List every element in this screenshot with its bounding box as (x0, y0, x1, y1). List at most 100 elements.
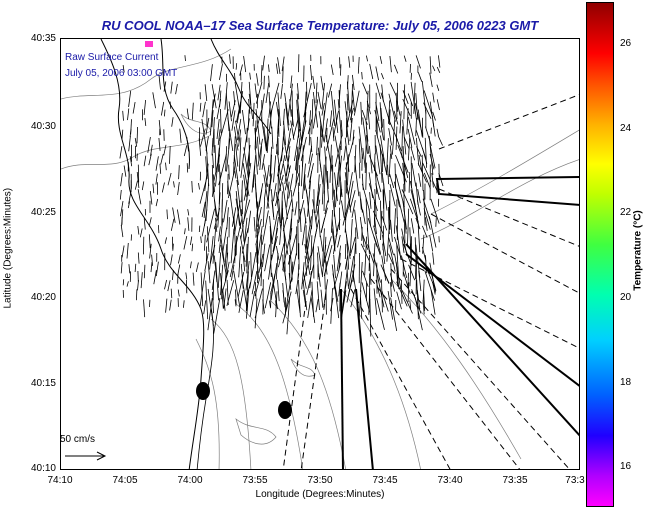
current-vector (387, 164, 389, 185)
current-vector (315, 191, 319, 213)
current-vector (323, 118, 328, 143)
current-vector (362, 117, 368, 154)
current-vector (349, 218, 353, 253)
current-vector (213, 297, 221, 334)
station-marker (278, 401, 292, 419)
current-vector (408, 172, 411, 193)
current-vector (301, 262, 305, 290)
current-vector (307, 153, 313, 178)
current-vector (407, 272, 409, 288)
current-vector (284, 155, 290, 185)
current-vector (141, 181, 145, 191)
current-vector (333, 99, 339, 133)
current-vector (272, 228, 279, 252)
current-vector (375, 101, 380, 121)
current-vector (432, 65, 436, 72)
current-vector (308, 171, 312, 189)
current-vector (386, 225, 390, 262)
current-vector (368, 155, 378, 177)
current-vector (239, 137, 242, 172)
current-vector (323, 156, 327, 194)
scale-label: 50 cm/s (60, 434, 96, 445)
current-vector (238, 246, 242, 278)
current-vector (338, 282, 341, 297)
current-vector (311, 225, 318, 257)
current-vector (373, 243, 376, 277)
current-vector (288, 273, 292, 290)
current-vector (429, 72, 433, 87)
current-vector (369, 263, 372, 285)
current-vector (418, 270, 422, 292)
current-vector (353, 90, 360, 116)
current-vector (170, 218, 175, 231)
current-vector (375, 66, 379, 81)
current-vector (206, 226, 210, 253)
current-vector (365, 162, 367, 190)
current-vector (336, 245, 341, 272)
overlay-label-current: Raw Surface Current (65, 52, 159, 63)
current-vector (260, 262, 263, 287)
current-vector (394, 236, 402, 259)
current-vector (296, 93, 301, 131)
current-vector (344, 228, 351, 260)
current-vector (283, 120, 286, 146)
current-vector (215, 147, 220, 187)
current-vector (254, 298, 258, 329)
current-vector (333, 282, 340, 319)
current-vector (425, 255, 427, 274)
current-vector (305, 225, 312, 259)
current-vector (362, 270, 369, 287)
current-vector (204, 163, 209, 192)
current-vector (250, 252, 252, 278)
current-vector (368, 208, 371, 226)
current-vector (237, 271, 245, 298)
current-vector (331, 219, 336, 249)
current-vector (173, 181, 175, 188)
current-vector (216, 99, 222, 120)
current-vector (170, 254, 173, 266)
current-vector (423, 172, 431, 189)
current-vector (416, 289, 421, 310)
current-vector (258, 189, 263, 208)
current-vector (256, 234, 259, 264)
current-vector (266, 118, 269, 151)
current-vector (236, 179, 242, 217)
current-vector (186, 136, 189, 152)
current-vector (261, 154, 265, 170)
current-vector (230, 228, 235, 264)
current-vector (333, 254, 336, 279)
current-vector (205, 117, 210, 135)
current-vector (294, 129, 300, 161)
current-vector (268, 183, 270, 202)
colorbar-tick-label: 24 (620, 123, 632, 134)
current-vector (210, 64, 213, 82)
current-vector (330, 91, 336, 126)
current-vector (310, 64, 313, 81)
current-vector (282, 291, 292, 324)
current-vector (200, 236, 202, 243)
current-vector (358, 290, 362, 318)
current-vector (228, 101, 232, 122)
current-vector (368, 183, 378, 212)
current-vector (175, 84, 178, 95)
y-axis-label: Latitude (Degrees:Minutes) (2, 187, 14, 309)
current-vector (248, 93, 254, 120)
current-vector (409, 180, 417, 209)
current-vector (387, 118, 398, 141)
current-vector (368, 288, 371, 315)
current-vector (357, 56, 360, 74)
current-vector (346, 126, 350, 146)
current-vector (376, 273, 385, 308)
current-vector (191, 243, 194, 252)
current-vector (241, 227, 249, 254)
current-vector (321, 82, 325, 110)
current-vector (362, 209, 366, 225)
current-vector (143, 155, 147, 167)
current-vector (234, 299, 237, 307)
current-vector (246, 236, 249, 274)
current-vector (390, 273, 395, 292)
current-vector (282, 290, 286, 308)
current-vector (341, 290, 347, 319)
current-vector (158, 225, 160, 234)
current-vector (429, 56, 432, 74)
